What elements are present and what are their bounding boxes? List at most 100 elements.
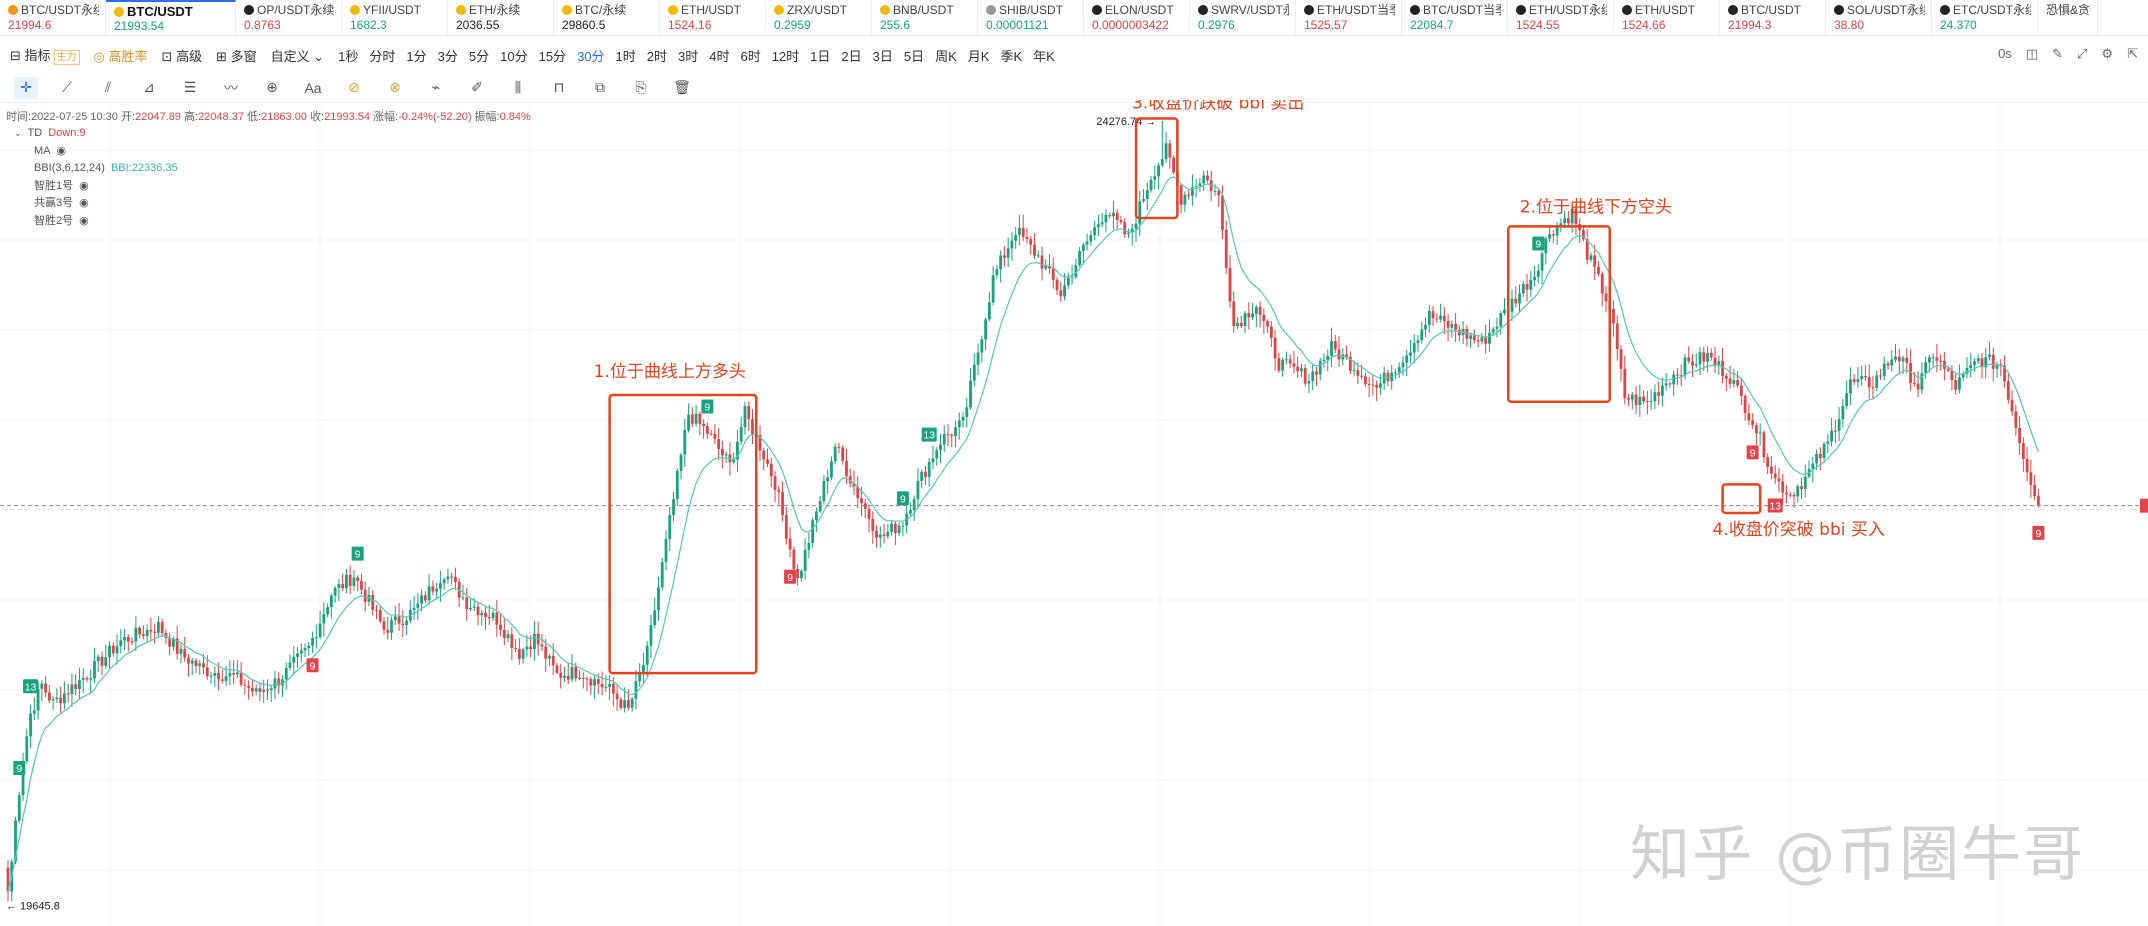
lock-icon[interactable]: ⊓ [553,79,565,95]
interval-option[interactable]: 3时 [678,48,699,64]
channel-icon[interactable]: ⫽ [104,79,112,95]
candle-body [1694,364,1698,366]
line-icon[interactable]: ⟋ [62,79,72,95]
ticker-tab[interactable]: ETH/USDT 1524.66 [1614,0,1720,35]
price-chart[interactable]: 24276.74 →← 19645.89139999913991391.位于曲线… [0,100,2148,926]
ticker-tab[interactable]: BTC/USDT 21994.3 [1720,0,1826,35]
pen-icon[interactable]: ✎ [2052,46,2064,61]
ticker-tab[interactable]: ZRX/USDT 0.2959 [766,0,872,35]
template-icon[interactable]: ⎘ [635,79,647,95]
winrate-button[interactable]: ◎ 高胜率 [93,48,148,64]
candle-body [705,426,709,434]
parallel-icon[interactable]: ☰ [183,79,197,95]
ticker-tab[interactable]: ELON/USDT 0.0000003422 [1084,0,1190,35]
ticker-tab[interactable]: SOL/USDT永续 38.80 [1826,0,1932,35]
interval-option[interactable]: 分时 [369,48,396,64]
ticker-tab[interactable]: BTC/永续 29860.5 [554,0,660,35]
interval-option[interactable]: 1分 [406,48,427,64]
interval-option[interactable]: 1日 [810,48,831,64]
eye-icon[interactable]: ◉ [79,179,89,192]
interval-option[interactable]: 5日 [903,48,925,64]
candle-body [224,676,228,681]
magnet-icon[interactable]: ⊘ [348,79,360,95]
ticker-tab[interactable]: SHIB/USDT 0.00001121 [978,0,1084,35]
compare-icon[interactable]: ⫼ [514,79,522,95]
zs1-indicator-row[interactable]: 智胜1号 ◉ [34,179,89,192]
candle-body [848,476,852,484]
lock-magnet-icon[interactable]: ⊗ [389,79,401,95]
advanced-button[interactable]: ⊡ 高级 [161,48,203,64]
eye-icon[interactable]: ◉ [79,214,89,227]
ruler-icon[interactable]: ⌁ [431,79,441,95]
ticker-tab[interactable]: ETC/USDT永续 24.370 [1932,0,2038,35]
ticker-tab[interactable]: BTC/USDT 21993.54 [106,0,236,35]
measure-icon[interactable]: ⊕ [266,79,278,95]
interval-option[interactable]: 3日 [872,48,893,64]
camera-icon[interactable]: ◫ [2025,46,2039,61]
candle-body [337,584,341,589]
interval-option[interactable]: 月K [967,48,990,64]
interval-option[interactable]: 2日 [841,48,862,64]
td-indicator-row[interactable]: ⌄ TD Down:9 [14,127,86,139]
candle-body [1905,357,1909,363]
candle-body [1619,349,1623,369]
trash-icon[interactable]: 🗑 [673,79,691,95]
brush-icon[interactable]: ✐ [471,79,483,95]
candle-body [991,275,995,303]
ticker-tab[interactable]: OP/USDT永续 0.8763 [236,0,342,35]
interval-option[interactable]: 10分 [500,48,528,64]
ticker-tab[interactable]: 恐惧&贪婪指数 [2038,0,2098,35]
candle-body [55,697,59,700]
candle-body [1529,279,1533,290]
ticker-tab[interactable]: BTC/USDT永续 21994.6 [0,0,106,35]
multiwindow-button[interactable]: ⊞ 多窗 [216,48,257,64]
interval-option[interactable]: 3分 [437,48,458,64]
zs2-indicator-row[interactable]: 智胜2号 ◉ [34,214,89,227]
candle-body [1499,313,1503,327]
gear-icon[interactable]: ⚙ [2101,46,2114,61]
wave-icon[interactable]: 〰 [224,79,238,96]
candle-body [179,648,183,654]
ticker-tab[interactable]: BNB/USDT 255.6 [872,0,978,35]
ticker-tab[interactable]: YFII/USDT 1682.3 [342,0,448,35]
interval-option[interactable]: 6时 [740,48,761,64]
ticker-tab[interactable]: ETH/USDT 1524.16 [660,0,766,35]
interval-option[interactable]: 周K [935,48,957,64]
interval-option[interactable]: 15分 [538,48,567,64]
candle-body [1281,359,1285,371]
ticker-tab[interactable]: BTC/USDT当季 22084.7 [1402,0,1508,35]
td-label-text: 9 [787,572,793,584]
copy-icon[interactable]: ⧉ [595,79,605,95]
candle-body [1431,310,1435,319]
ticker-tab[interactable]: ETH/永续 2036.55 [448,0,554,35]
fullscreen-icon[interactable]: ⤢ [2077,46,2088,61]
ticker-tab[interactable]: ETH/USDT当季 1525.57 [1296,0,1402,35]
interval-option[interactable]: 2时 [646,48,667,64]
custom-interval-dropdown[interactable]: 自定义 ⌄ [270,48,325,64]
interval-option[interactable]: 1时 [615,48,636,64]
interval-option[interactable]: 季K [1000,48,1023,64]
interval-option[interactable]: 12时 [771,48,800,64]
interval-option[interactable]: 1秒 [338,48,359,64]
candle-body [363,589,367,602]
interval-option[interactable]: 5分 [468,48,490,64]
gy3-indicator-row[interactable]: 共赢3号 ◉ [34,197,89,209]
candle-body [931,458,935,462]
text-icon[interactable]: Aa [304,79,322,96]
candle-body [1397,367,1401,373]
candle-body [1315,371,1318,375]
eye-icon[interactable]: ◉ [56,144,67,157]
expand-icon[interactable]: ⇱ [2127,46,2138,61]
interval-option[interactable]: 4时 [709,48,730,64]
indicator-button[interactable]: ⊟ 指标 主力 [10,45,80,65]
bbi-indicator-row[interactable]: BBI(3,6,12,24) BBI:22336.35 [34,162,178,174]
fib-icon[interactable]: ⊿ [143,79,155,95]
eye-icon[interactable]: ◉ [79,197,89,209]
ma-indicator-row[interactable]: MA ◉ [34,144,67,157]
crosshair-icon[interactable]: ✛ [14,76,38,99]
interval-option[interactable]: 30分 [577,48,605,64]
candle-body [1352,370,1356,372]
interval-option[interactable]: 年K [1033,48,1055,64]
ticker-tab[interactable]: ETH/USDT永续 1524.55 [1508,0,1614,35]
